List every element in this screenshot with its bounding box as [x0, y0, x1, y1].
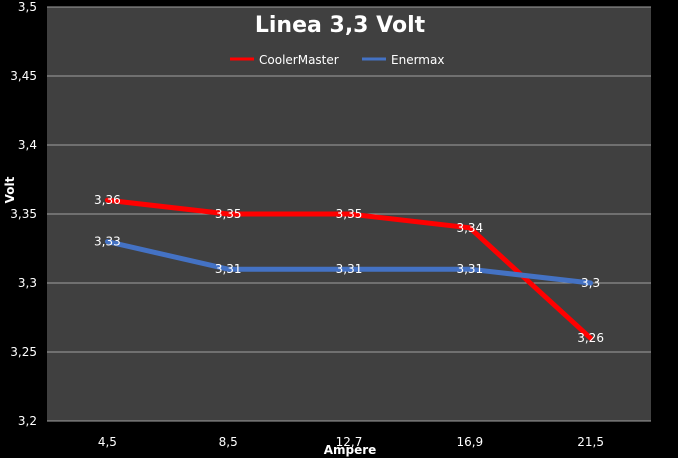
data-label: 3,31	[336, 262, 363, 276]
data-label: 3,3	[581, 276, 600, 290]
data-label: 3,33	[94, 235, 121, 249]
x-tick-label: 12,7	[336, 435, 363, 449]
x-axis-title: Ampere	[324, 443, 377, 457]
chart-title: Linea 3,3 Volt	[255, 13, 426, 38]
data-label: 3,34	[456, 221, 483, 235]
y-tick-label: 3,35	[10, 207, 37, 221]
data-label: 3,26	[577, 331, 604, 345]
y-tick-label: 3,4	[18, 138, 37, 152]
data-label: 3,31	[456, 262, 483, 276]
y-tick-label: 3,3	[18, 276, 37, 290]
x-tick-label: 16,9	[456, 435, 483, 449]
gridlines	[47, 6, 651, 422]
x-tick-label: 4,5	[98, 435, 117, 449]
y-axis-title: Volt	[3, 176, 17, 203]
data-label: 3,35	[336, 207, 363, 221]
y-tick-label: 3,5	[18, 0, 37, 14]
series-line-coolermaster	[104, 197, 594, 341]
data-labels: 3,36 3,35 3,35 3,34 3,26 3,33 3,31 3,31 3,31 3,3	[94, 193, 604, 345]
series-line-enermax	[104, 239, 594, 286]
legend-label: Enermax	[391, 53, 444, 67]
series	[104, 197, 594, 341]
y-axis-ticks: 3,2 3,25 3,3 3,35 3,4 3,45 3,5	[10, 0, 37, 428]
x-tick-label: 21,5	[577, 435, 604, 449]
data-label: 3,31	[215, 262, 242, 276]
y-tick-label: 3,25	[10, 345, 37, 359]
legend: CoolerMaster Enermax	[230, 53, 444, 67]
data-label: 3,35	[215, 207, 242, 221]
data-label: 3,36	[94, 193, 121, 207]
legend-label: CoolerMaster	[259, 53, 339, 67]
y-tick-label: 3,45	[10, 69, 37, 83]
x-tick-label: 8,5	[219, 435, 238, 449]
x-axis-ticks: 4,5 8,5 12,7 16,9 21,5	[98, 435, 604, 449]
y-tick-label: 3,2	[18, 414, 37, 428]
